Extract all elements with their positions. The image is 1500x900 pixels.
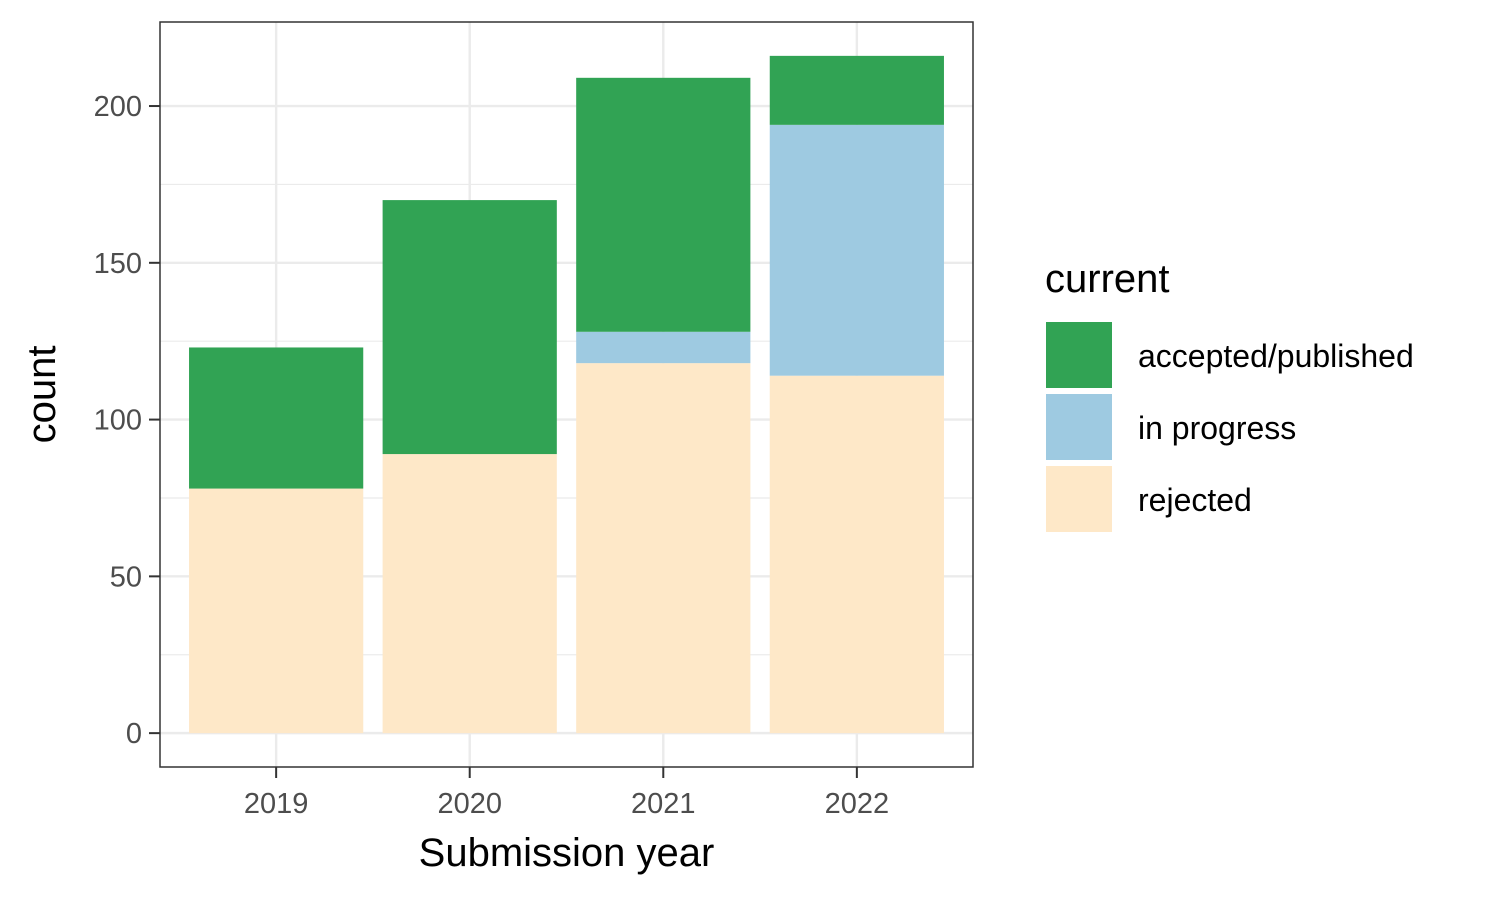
legend-label: in progress [1138, 410, 1296, 446]
legend-label: rejected [1138, 482, 1252, 518]
y-tick-label: 150 [94, 248, 142, 280]
x-tick-label: 2020 [437, 788, 502, 820]
bar-2021-accepted-published [576, 77, 751, 332]
x-tick-label: 2019 [244, 788, 309, 820]
legend-key [1046, 466, 1112, 532]
bar-2021-in-progress [576, 331, 751, 364]
legend-key [1046, 394, 1112, 460]
bars [189, 55, 944, 734]
bar-2022-in-progress [769, 124, 944, 376]
bar-2021-rejected [576, 363, 751, 734]
legend-title: current [1045, 257, 1170, 301]
x-tick-label: 2022 [825, 788, 890, 820]
y-axis: 0 50 100 150 200 [94, 91, 160, 750]
panel-border [159, 21, 974, 768]
y-tick-label: 0 [126, 718, 142, 750]
bar-2020-accepted-published [382, 200, 557, 455]
y-tick-label: 200 [94, 91, 142, 123]
x-axis: 2019 2020 2021 2022 [244, 767, 889, 820]
legend-label: accepted/published [1138, 338, 1414, 374]
x-tick-label: 2021 [631, 788, 696, 820]
legend-key [1046, 322, 1112, 388]
legend: current accepted/published in progress rej… [1045, 257, 1414, 532]
y-tick-label: 50 [110, 561, 142, 593]
bar-2020-rejected [382, 454, 557, 734]
bar-2019-rejected [189, 488, 364, 734]
y-tick-label: 100 [94, 405, 142, 437]
y-axis-title: count [20, 346, 64, 444]
bar-2022-rejected [769, 375, 944, 734]
bar-2019-accepted-published [189, 347, 364, 489]
bar-2022-accepted-published [769, 55, 944, 125]
x-axis-title: Submission year [419, 831, 715, 875]
